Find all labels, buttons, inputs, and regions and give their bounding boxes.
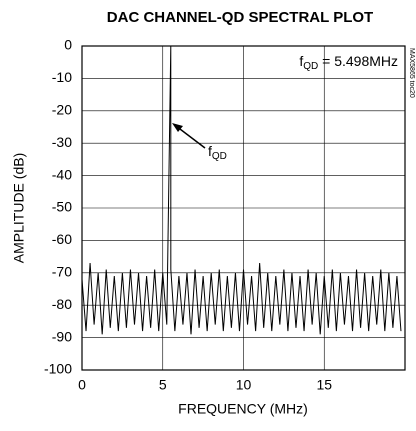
y-axis-title: AMPLITUDE (dB): [11, 153, 27, 263]
x-tick-label: 15: [316, 377, 332, 393]
arrow-label: fQD: [208, 143, 227, 162]
x-tick-label: 10: [236, 377, 252, 393]
y-tick-label: -40: [52, 166, 72, 182]
y-tick-label: -50: [52, 199, 72, 215]
y-tick-label: -70: [52, 264, 72, 280]
annotation-rest: = 5.498MHz: [318, 53, 398, 69]
y-tick-label: -20: [52, 102, 72, 118]
annotation-sub: QD: [303, 61, 318, 72]
arrow-line: [175, 125, 206, 149]
chart-title: DAC CHANNEL-QD SPECTRAL PLOT: [107, 9, 373, 26]
arrow-label-main: f: [208, 143, 212, 159]
spectrum-line: [81, 45, 402, 335]
arrow-head: [172, 123, 183, 132]
y-tick-label: -60: [52, 231, 72, 247]
side-note: MAX5865 toc20: [408, 48, 415, 98]
y-tick-label: -10: [52, 69, 72, 85]
x-tick-label: 0: [78, 377, 86, 393]
plot-frame: [81, 45, 406, 371]
y-tick-label: -90: [52, 328, 72, 344]
y-tick-label: -30: [52, 134, 72, 150]
x-tick-label: 5: [159, 377, 167, 393]
y-tick-label: 0: [64, 37, 72, 53]
x-axis-title: FREQUENCY (MHz): [178, 401, 308, 417]
y-tick-label: -80: [52, 296, 72, 312]
y-tick-label: -100: [44, 361, 72, 377]
annotation-main: f: [299, 53, 303, 69]
annotation: fQD = 5.498MHz: [299, 53, 398, 72]
arrow-label-sub: QD: [212, 151, 227, 162]
